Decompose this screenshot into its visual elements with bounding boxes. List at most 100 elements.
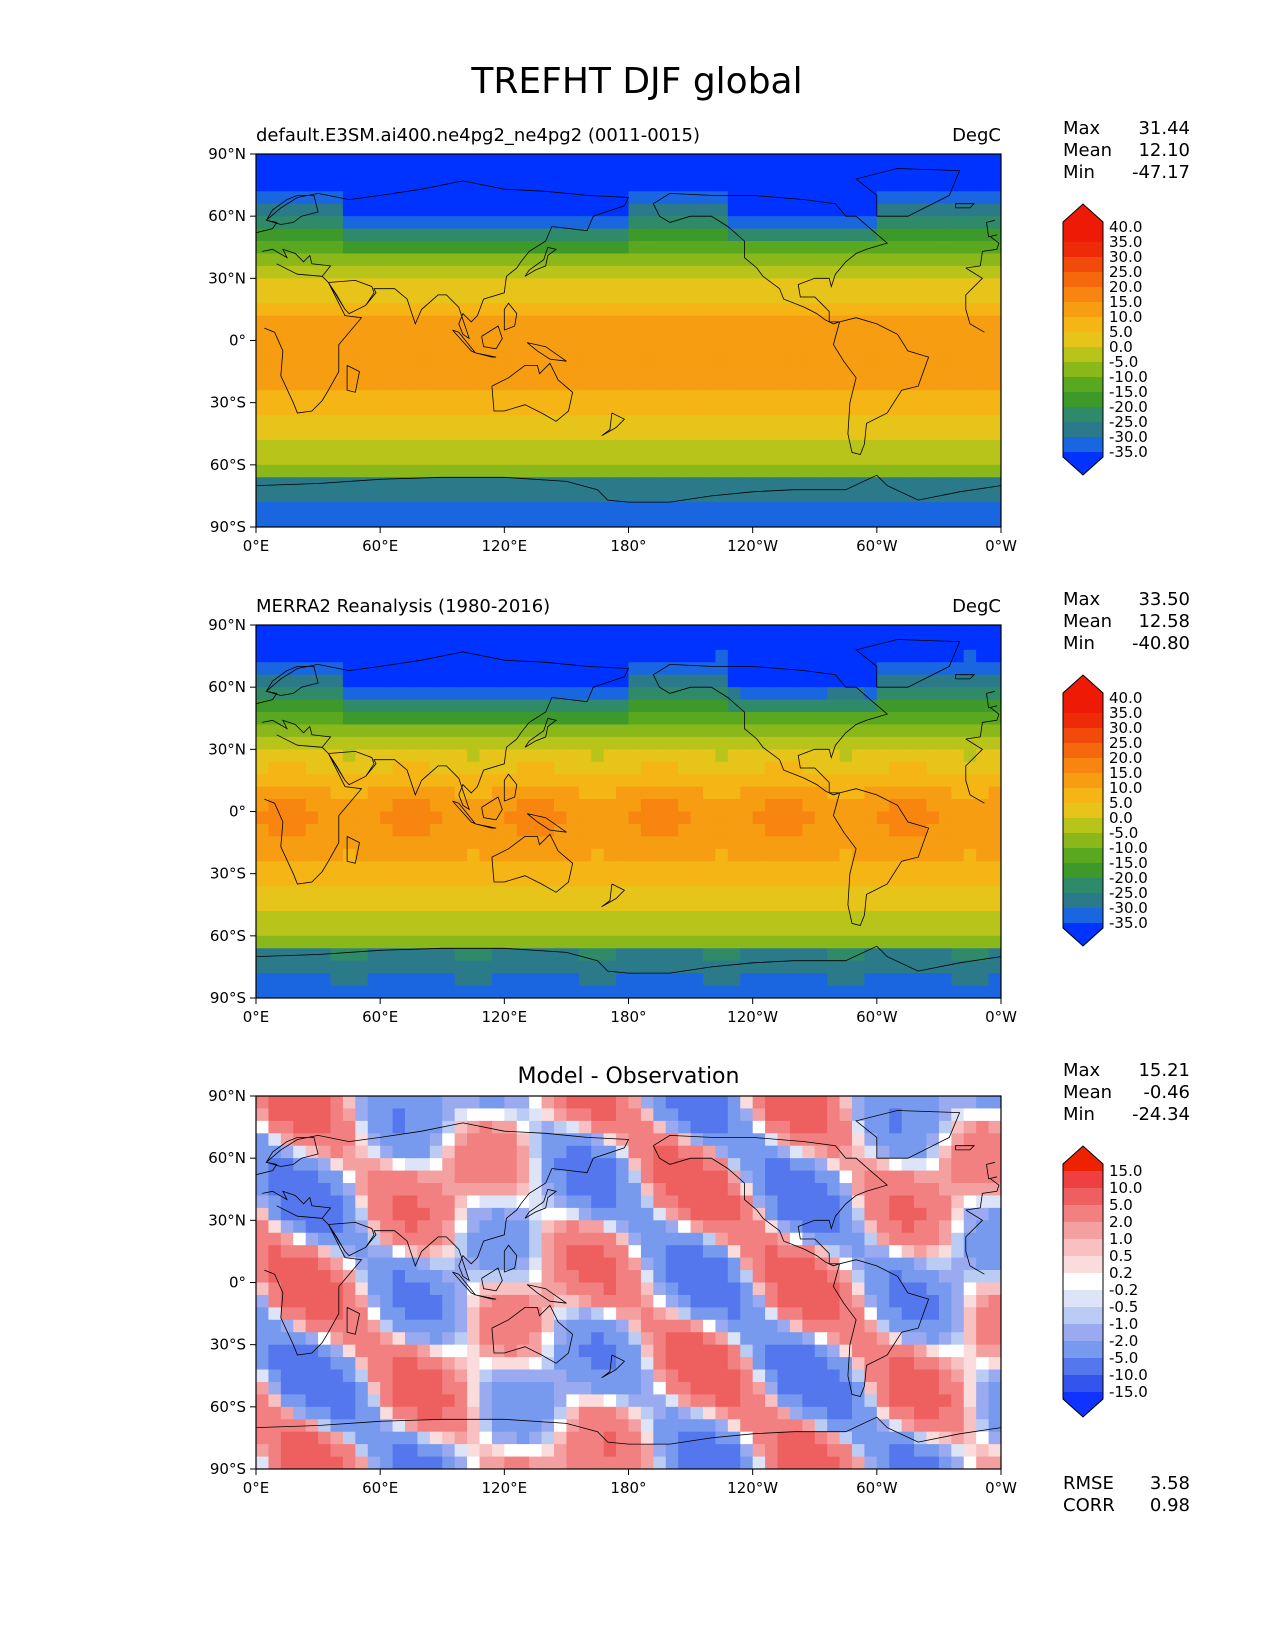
field-cell xyxy=(802,973,816,987)
field-cell xyxy=(914,154,928,168)
field-cell xyxy=(616,1307,630,1321)
field-cell xyxy=(988,340,1001,354)
field-cell xyxy=(479,699,493,713)
field-cell xyxy=(814,452,828,466)
field-cell xyxy=(516,377,530,391)
field-cell xyxy=(256,786,270,800)
field-cell xyxy=(951,1145,965,1159)
field-cell xyxy=(293,873,307,887)
field-cell xyxy=(256,452,270,466)
field-cell xyxy=(616,1319,630,1333)
field-cell xyxy=(876,452,890,466)
field-cell xyxy=(653,1220,667,1234)
field-cell xyxy=(405,365,419,379)
field-cell xyxy=(529,1332,543,1346)
field-cell xyxy=(342,328,356,342)
field-cell xyxy=(342,216,356,230)
field-cell xyxy=(951,390,965,404)
field-cell xyxy=(442,1307,456,1321)
field-cell xyxy=(752,1120,766,1134)
field-cell xyxy=(653,811,667,825)
field-cell xyxy=(814,1270,828,1284)
field-cell xyxy=(752,365,766,379)
field-cell xyxy=(293,1220,307,1234)
field-cell xyxy=(777,625,791,639)
lon-tick-label: 60°E xyxy=(362,537,398,555)
field-cell xyxy=(976,402,990,416)
field-cell xyxy=(814,1170,828,1184)
field-cell xyxy=(938,724,952,738)
field-cell xyxy=(727,799,741,813)
field-cell xyxy=(429,1332,443,1346)
field-cell xyxy=(429,514,443,527)
field-cell xyxy=(864,973,878,987)
field-cell xyxy=(889,489,903,503)
field-cell xyxy=(628,786,642,800)
field-cell xyxy=(603,973,617,987)
field-cell xyxy=(467,166,481,180)
field-cell xyxy=(342,1232,356,1246)
field-cell xyxy=(392,340,406,354)
field-cell xyxy=(889,191,903,205)
field-cell xyxy=(256,1332,270,1346)
field-cell xyxy=(839,662,853,676)
field-cell xyxy=(405,390,419,404)
field-cell xyxy=(814,402,828,416)
field-cell xyxy=(268,674,282,688)
field-cell xyxy=(864,637,878,651)
field-cell xyxy=(765,699,779,713)
field-cell xyxy=(293,861,307,875)
field-cell xyxy=(839,749,853,763)
field-cell xyxy=(839,340,853,354)
field-cell xyxy=(789,154,803,168)
field-cell xyxy=(765,724,779,738)
field-cell xyxy=(951,1270,965,1284)
field-cell xyxy=(491,749,505,763)
field-cell xyxy=(330,365,344,379)
field-cell xyxy=(367,328,381,342)
field-cell xyxy=(976,178,990,192)
field-cell xyxy=(454,948,468,962)
field-cell xyxy=(963,1207,977,1221)
field-cell xyxy=(491,290,505,304)
field-cell xyxy=(280,923,294,937)
field-cell xyxy=(802,1319,816,1333)
field-cell xyxy=(529,489,543,503)
field-cell xyxy=(417,799,431,813)
field-cell xyxy=(616,278,630,292)
field-cell xyxy=(554,973,568,987)
field-cell xyxy=(305,365,319,379)
field-cell xyxy=(653,786,667,800)
field-cell xyxy=(467,948,481,962)
colorbar-segment xyxy=(1063,287,1103,303)
field-cell xyxy=(529,1294,543,1308)
field-cell xyxy=(727,452,741,466)
field-cell xyxy=(876,1170,890,1184)
field-cell xyxy=(479,253,493,267)
field-cell xyxy=(963,973,977,987)
field-cell xyxy=(603,1170,617,1184)
colorbar-segment xyxy=(1063,893,1103,909)
field-cell xyxy=(554,1220,568,1234)
field-cell xyxy=(491,973,505,987)
field-cell xyxy=(454,439,468,453)
field-cell xyxy=(777,427,791,441)
field-cell xyxy=(541,649,555,663)
field-cell xyxy=(616,390,630,404)
field-cell xyxy=(690,662,704,676)
field-cell xyxy=(926,699,940,713)
field-cell xyxy=(789,1294,803,1308)
field-cell xyxy=(765,191,779,205)
field-cell xyxy=(988,687,1001,701)
field-cell xyxy=(529,960,543,974)
field-cell xyxy=(318,1232,332,1246)
field-cell xyxy=(491,402,505,416)
field-cell xyxy=(616,365,630,379)
field-cell xyxy=(901,1133,915,1147)
field-cell xyxy=(827,390,841,404)
field-cell xyxy=(603,836,617,850)
field-cell xyxy=(380,1120,394,1134)
field-cell xyxy=(293,886,307,900)
field-cell xyxy=(591,278,605,292)
field-cell xyxy=(914,290,928,304)
